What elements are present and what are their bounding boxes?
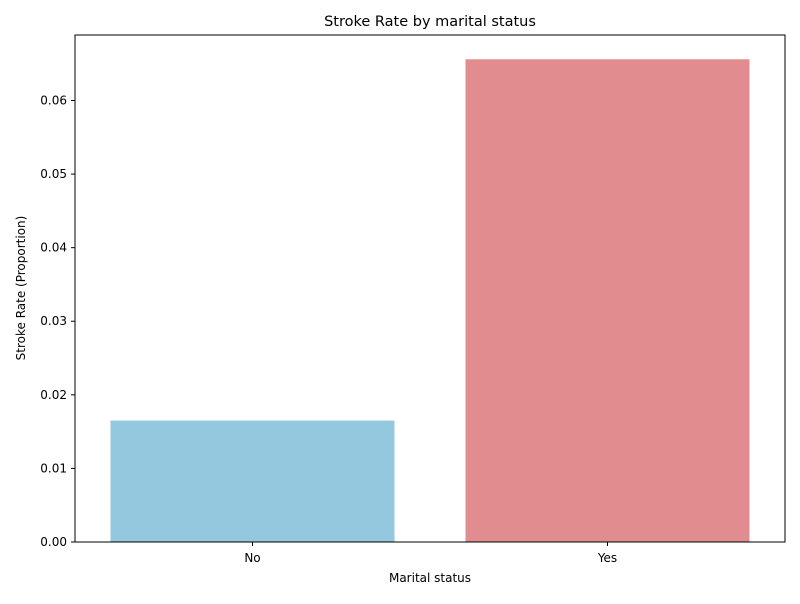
x-tick-label: No xyxy=(244,551,260,565)
y-tick-label: 0.04 xyxy=(40,241,67,255)
y-tick-label: 0.02 xyxy=(40,388,67,402)
y-tick-label: 0.03 xyxy=(40,314,67,328)
x-axis-label: Marital status xyxy=(389,571,471,585)
y-tick-label: 0.01 xyxy=(40,461,67,475)
bars-group xyxy=(110,59,750,542)
bar-no xyxy=(110,420,395,542)
plot-frame xyxy=(74,34,786,543)
y-axis: 0.00 0.01 0.02 0.03 0.04 0.05 0.06 xyxy=(40,93,75,549)
y-tick-label: 0.00 xyxy=(40,535,67,549)
x-axis: No Yes xyxy=(244,542,617,565)
y-tick-label: 0.05 xyxy=(40,167,67,181)
bar-yes xyxy=(465,59,750,542)
x-tick-label: Yes xyxy=(597,551,617,565)
y-tick-label: 0.06 xyxy=(40,93,67,107)
y-axis-label: Stroke Rate (Proportion) xyxy=(14,216,28,361)
chart-title: Stroke Rate by marital status xyxy=(324,14,536,30)
